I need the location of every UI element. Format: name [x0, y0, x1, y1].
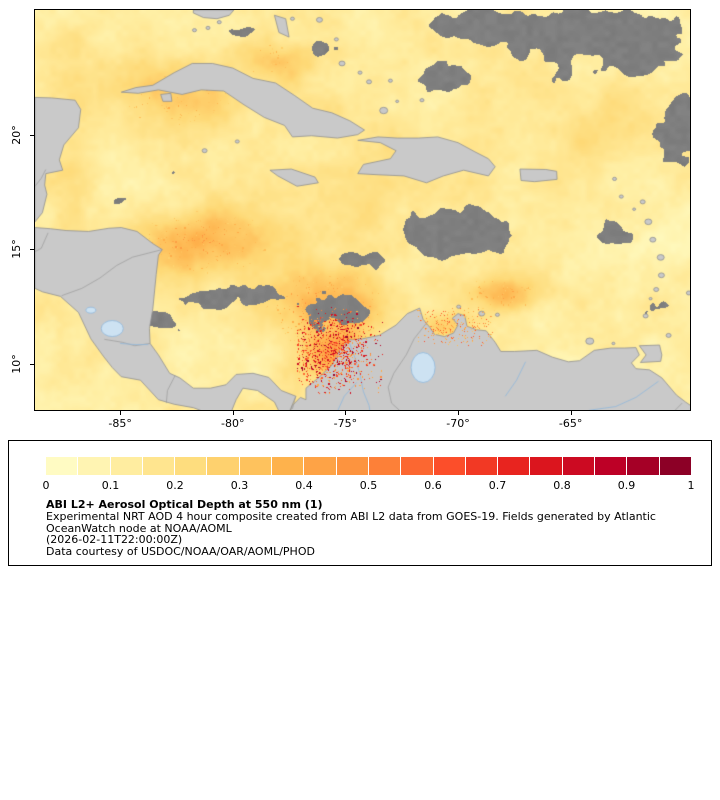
colorbar-tick-label: 0.3: [230, 479, 249, 492]
y-axis-tick-label: 15°: [10, 239, 23, 260]
colorbar-tick-label: 0.1: [101, 479, 120, 492]
x-axis-tick: [120, 411, 122, 415]
x-axis-tick-label: -75°: [333, 417, 358, 430]
colorbar-segment: [368, 457, 401, 475]
colorbar-segment: [433, 457, 465, 475]
aod-map-canvas: [35, 10, 690, 410]
colorbar-segment: [465, 457, 498, 475]
colorbar-segment: [659, 457, 691, 475]
colorbar-tick-row: 0 0.1 0.2 0.3 0.4 0.5 0.6 0.7 0.8 0.9 1: [42, 479, 695, 492]
x-axis-tick: [458, 411, 459, 415]
colorbar-segment: [401, 457, 433, 475]
colorbar-tick-label: 0.6: [424, 479, 442, 492]
colorbar-segment: [142, 457, 175, 475]
y-axis-tick-label: 10°: [10, 354, 23, 374]
x-axis-tick-label: -70°: [446, 417, 470, 430]
colorbar-segment: [498, 457, 530, 475]
colorbar-segment: [272, 457, 304, 475]
legend-timestamp: (2026-02-11T22:00:00Z): [46, 533, 183, 547]
y-axis-tick: [30, 249, 34, 251]
colorbar-tick-label: 0.5: [359, 479, 378, 492]
colorbar-segment: [336, 457, 368, 475]
legend-box: 0 0.1 0.2 0.3 0.4 0.5 0.6 0.7 0.8 0.9 1 ABI L2+ Ae…: [8, 440, 712, 566]
colorbar-segment: [46, 457, 78, 475]
colorbar-segment: [595, 457, 627, 475]
colorbar-tick-label: 0.7: [488, 479, 507, 492]
legend-courtesy: Data courtesy of USDOC/NOAA/OAR/AOML/PHO…: [46, 545, 315, 559]
colorbar-segment: [78, 457, 110, 475]
colorbar-segment: [304, 457, 336, 475]
colorbar-tick-label: 0: [42, 479, 50, 492]
colorbar-segment: [110, 457, 142, 475]
y-axis-tick: [30, 134, 34, 136]
colorbar-segment: [562, 457, 595, 475]
colorbar-segment: [207, 457, 239, 475]
colorbar-segment: [239, 457, 272, 475]
colorbar-tick-label: 0.9: [617, 479, 636, 492]
colorbar-tick-label: 1: [687, 479, 695, 492]
colorbar: [46, 457, 691, 475]
colorbar-tick-label: 0.4: [295, 479, 313, 492]
x-axis-tick-label: -80°: [221, 417, 245, 430]
legend-text-block: ABI L2+ Aerosol Optical Depth at 550 nm …: [46, 499, 656, 558]
x-axis-tick-label: -65°: [558, 417, 583, 430]
legend-description-line-1: Experimental NRT AOD 4 hour composite cr…: [46, 509, 656, 523]
colorbar-segment: [530, 457, 562, 475]
x-axis-tick: [570, 411, 572, 415]
colorbar-segment: [175, 457, 207, 475]
colorbar-tick-label: 0.2: [166, 479, 184, 492]
legend-description-line-2: OceanWatch node at NOAA/AOML: [46, 521, 232, 535]
colorbar-tick-label: 0.8: [553, 479, 571, 492]
colorbar-segment: [627, 457, 659, 475]
legend-title: ABI L2+ Aerosol Optical Depth at 550 nm …: [46, 498, 323, 511]
x-axis-tick: [345, 411, 347, 415]
y-axis-tick-label: 20°: [10, 124, 23, 145]
x-axis-tick: [232, 411, 234, 415]
y-axis-tick: [30, 364, 34, 366]
x-axis-tick-label: -85°: [108, 417, 132, 430]
